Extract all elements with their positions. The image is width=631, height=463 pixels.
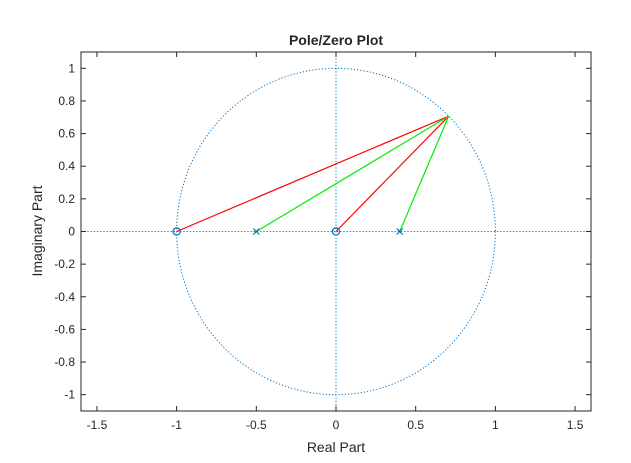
- y-tick-label: 1: [68, 61, 75, 75]
- x-tick-label: 1.5: [567, 418, 584, 432]
- pole-marker-2: [396, 228, 404, 235]
- pole-marker-1: [252, 228, 260, 235]
- markers-layer: [172, 227, 404, 236]
- vector-line-4: [399, 115, 450, 232]
- y-tick-label: -0.8: [54, 355, 75, 369]
- y-tick-label: 0.8: [58, 94, 75, 108]
- zero-marker-2: [331, 227, 341, 236]
- x-tick-label: -1.5: [87, 418, 108, 432]
- x-tick-label: 0.5: [407, 418, 424, 432]
- y-tick-label: 0.6: [58, 127, 75, 141]
- vector-line-3: [256, 115, 449, 233]
- y-tick-label: 0: [68, 225, 75, 239]
- x-tick-label: 1: [492, 418, 499, 432]
- y-tick-label: 0.2: [58, 192, 75, 206]
- y-axis-label: Imaginary Part: [29, 185, 45, 276]
- vector-line-2: [335, 115, 450, 232]
- y-tick-label: -0.2: [54, 257, 75, 271]
- y-tick-label: 0.4: [58, 159, 75, 173]
- zero-marker-1: [172, 227, 181, 236]
- vectors-layer: [176, 115, 450, 233]
- x-tick-label: 0: [333, 418, 340, 432]
- vector-line-1: [176, 115, 449, 233]
- x-tick-label: -1: [171, 418, 182, 432]
- ticks-layer: -1.5 -1 -0.5 0 0.5 1 1.5 -1 -0.8 -0.6 -0.4 -0.2 0 0.2…: [54, 52, 591, 432]
- y-tick-label: -0.6: [54, 322, 75, 336]
- chart-title: Pole/Zero Plot: [289, 32, 383, 48]
- y-tick-label: -0.4: [54, 290, 75, 304]
- x-axis-label: Real Part: [307, 439, 365, 455]
- y-tick-label: -1: [64, 388, 75, 402]
- x-tick-label: -0.5: [246, 418, 267, 432]
